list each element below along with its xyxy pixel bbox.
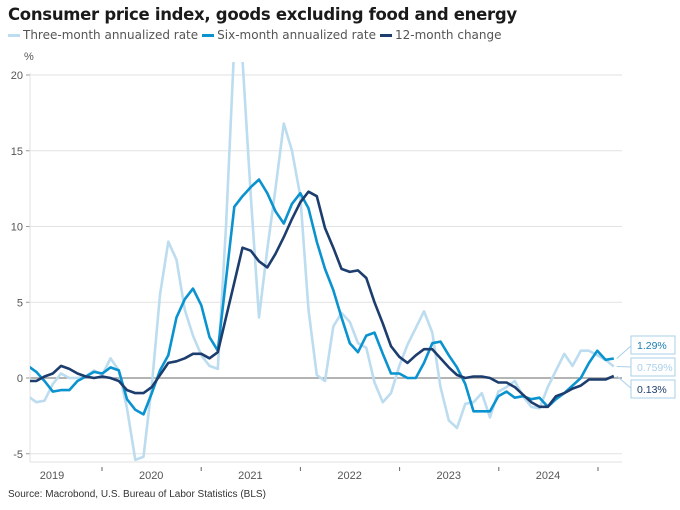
x-tick-label: 2021 [238, 470, 262, 482]
legend-item-six-month: Six-month annualized rate [202, 28, 376, 42]
legend: Three-month annualized rate Six-month an… [8, 28, 502, 42]
y-tick-label: 10 [11, 222, 23, 234]
end-label-connector [616, 344, 633, 359]
end-label-connector [616, 375, 633, 390]
y-axis-label: % [24, 51, 34, 63]
end-label: 0.759% [637, 362, 673, 374]
legend-label: Three-month annualized rate [23, 28, 199, 42]
legend-swatch [379, 33, 392, 37]
chart-title: Consumer price index, goods excluding fo… [8, 5, 517, 24]
y-tick-label: 5 [17, 297, 23, 309]
legend-swatch [8, 33, 20, 37]
three-month-line [30, 62, 615, 462]
x-tick-label: 2024 [536, 470, 560, 482]
six-month-line [30, 178, 615, 416]
y-tick-label: -5 [13, 449, 23, 461]
legend-label: 12-month change [394, 28, 502, 42]
legend-swatch [202, 33, 215, 37]
x-tick-label: 2023 [437, 470, 461, 482]
end-label-box [630, 357, 676, 377]
x-tick-label: 2020 [139, 470, 163, 482]
legend-item-12-month: 12-month change [379, 28, 502, 42]
legend-item-three-month: Three-month annualized rate [8, 28, 198, 42]
end-label: 1.29% [637, 340, 667, 352]
twelve-month-line [30, 190, 615, 409]
x-tick-label: 2019 [40, 470, 64, 482]
end-label-box [630, 379, 676, 399]
source-note: Source: Macrobond, U.S. Bureau of Labor … [8, 489, 266, 500]
y-tick-label: 15 [11, 146, 23, 158]
y-tick-label: 20 [11, 70, 23, 82]
end-label: 0.13% [637, 384, 667, 396]
y-tick-label: 0 [17, 373, 23, 385]
legend-label: Six-month annualized rate [217, 28, 376, 42]
series-group [30, 62, 615, 462]
x-tick-label: 2022 [337, 470, 361, 482]
end-label-box [630, 335, 676, 355]
